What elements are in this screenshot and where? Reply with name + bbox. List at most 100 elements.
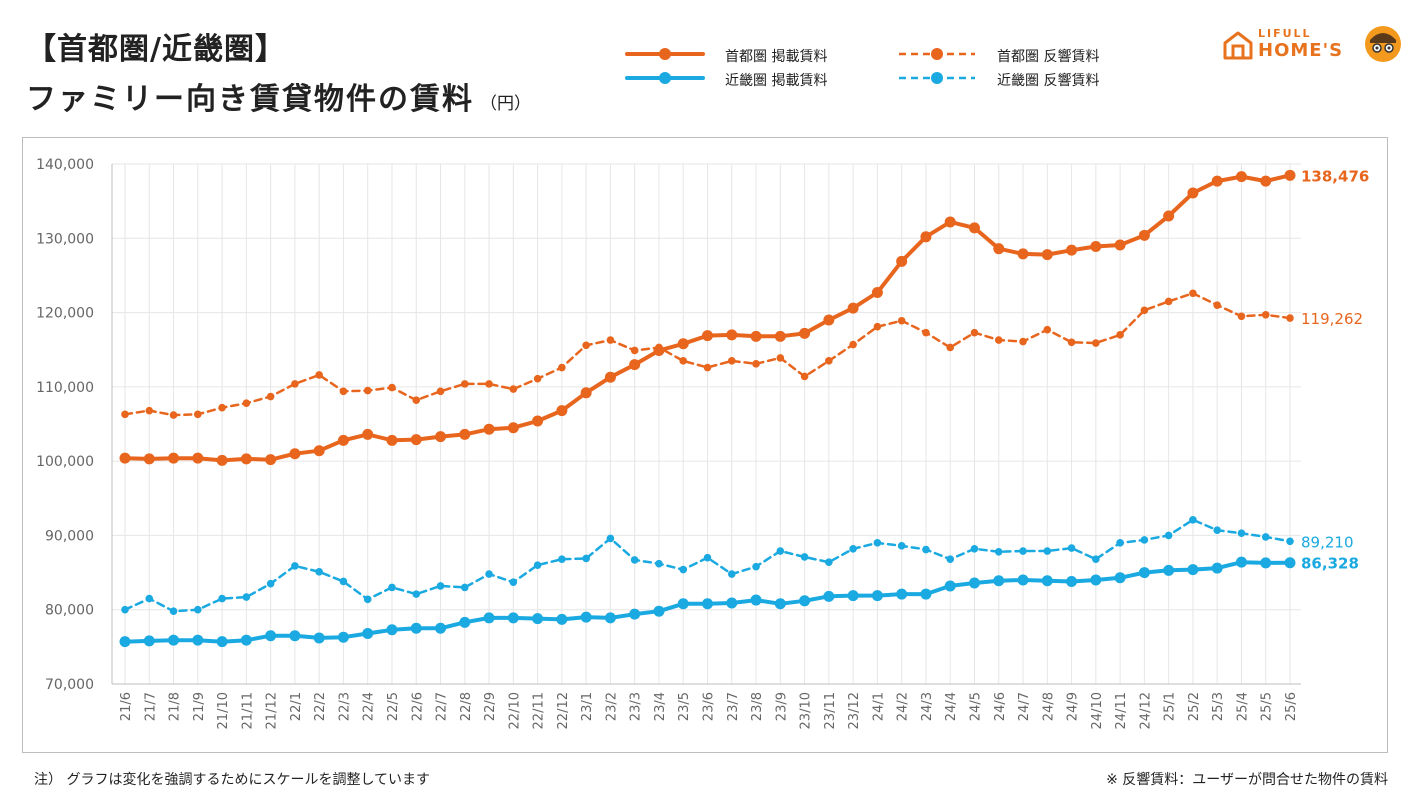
data-point [143, 453, 155, 465]
x-tick-label: 22/6 [410, 692, 425, 721]
data-point [944, 580, 956, 592]
data-point [1189, 289, 1197, 298]
data-point [1043, 325, 1052, 334]
legend-swatch-shuto-listing [625, 48, 705, 60]
y-tick-label: 130,000 [36, 231, 94, 247]
data-point [1066, 575, 1078, 587]
x-tick-label: 24/2 [896, 692, 911, 721]
data-point [291, 380, 299, 388]
data-point [677, 598, 689, 610]
x-tick-label: 25/4 [1235, 692, 1250, 721]
data-point [485, 380, 493, 388]
data-point [1090, 240, 1102, 252]
data-point [750, 330, 762, 342]
data-point [922, 545, 930, 554]
data-point [1211, 175, 1223, 187]
data-point [313, 632, 325, 644]
data-point [265, 454, 277, 466]
data-point [509, 385, 518, 393]
end-value-label: 119,262 [1301, 310, 1363, 328]
data-point [1187, 564, 1199, 576]
data-point [1067, 544, 1076, 552]
data-point [994, 336, 1003, 344]
y-tick-label: 110,000 [36, 380, 94, 396]
legend-label-shuto-listing: 首都圏 掲載賃料 [725, 49, 828, 65]
data-point [629, 359, 641, 371]
data-point [194, 605, 202, 614]
data-point [920, 588, 932, 600]
data-point [1163, 564, 1175, 576]
data-point [337, 434, 349, 446]
data-point [1260, 557, 1272, 569]
mascot-icon [1365, 26, 1401, 62]
x-tick-label: 22/5 [386, 692, 401, 721]
data-point [655, 559, 663, 568]
x-tick-label: 22/2 [313, 692, 328, 721]
data-point [315, 568, 323, 576]
data-point [1019, 547, 1027, 555]
data-point [119, 452, 131, 464]
data-point [1286, 537, 1294, 546]
data-point [677, 338, 689, 350]
data-point [388, 583, 396, 592]
data-point [410, 434, 422, 446]
y-tick-label: 120,000 [36, 306, 94, 322]
data-point [752, 562, 760, 571]
data-point [265, 630, 277, 642]
data-point [362, 627, 374, 639]
x-tick-label: 23/9 [774, 692, 789, 721]
x-tick-label: 22/10 [507, 692, 522, 729]
data-point [218, 594, 226, 603]
data-point [1164, 531, 1173, 540]
data-point [703, 553, 712, 562]
data-point [823, 590, 835, 602]
data-point [823, 314, 835, 326]
x-tick-label: 24/4 [944, 692, 959, 721]
x-tick-label: 23/12 [847, 692, 862, 729]
data-point [289, 448, 301, 460]
data-point [922, 328, 930, 337]
data-point [1019, 337, 1027, 346]
data-point [1235, 556, 1247, 568]
data-point [1140, 536, 1149, 544]
data-point [1092, 339, 1100, 347]
data-point [799, 327, 811, 339]
data-point [485, 570, 493, 578]
data-point [289, 630, 301, 642]
x-tick-label: 24/12 [1138, 692, 1153, 729]
x-tick-label: 25/1 [1163, 692, 1178, 721]
x-tick-label: 22/11 [532, 692, 547, 729]
data-point [1189, 516, 1197, 524]
x-tick-label: 24/8 [1041, 692, 1056, 721]
data-point [192, 452, 204, 464]
data-point [799, 595, 811, 607]
data-point [388, 383, 396, 392]
data-point [630, 556, 639, 564]
data-point [800, 553, 809, 561]
data-point [897, 316, 906, 325]
chart-frame [22, 137, 1388, 753]
x-tick-label: 25/2 [1187, 692, 1202, 721]
data-point [1114, 572, 1126, 584]
x-tick-label: 21/6 [119, 692, 134, 721]
end-value-label: 86,328 [1301, 555, 1359, 573]
data-point [920, 231, 932, 243]
x-tick-label: 23/5 [677, 692, 692, 721]
x-tick-label: 22/4 [362, 692, 377, 721]
data-point [507, 612, 519, 624]
data-point [702, 598, 713, 610]
data-point [460, 380, 469, 388]
x-tick-label: 23/7 [726, 692, 741, 721]
legend-swatch-shuto-response [899, 48, 975, 60]
y-tick-label: 90,000 [45, 528, 94, 544]
data-point [849, 545, 857, 553]
data-point [946, 343, 955, 352]
legend-swatch-kinki-listing [625, 72, 705, 84]
x-tick-label: 24/7 [1017, 692, 1032, 721]
data-point [1138, 229, 1150, 241]
data-point [970, 545, 979, 553]
data-point [169, 411, 178, 419]
data-point [1041, 249, 1053, 261]
data-point [1211, 562, 1223, 574]
data-point [435, 431, 447, 443]
